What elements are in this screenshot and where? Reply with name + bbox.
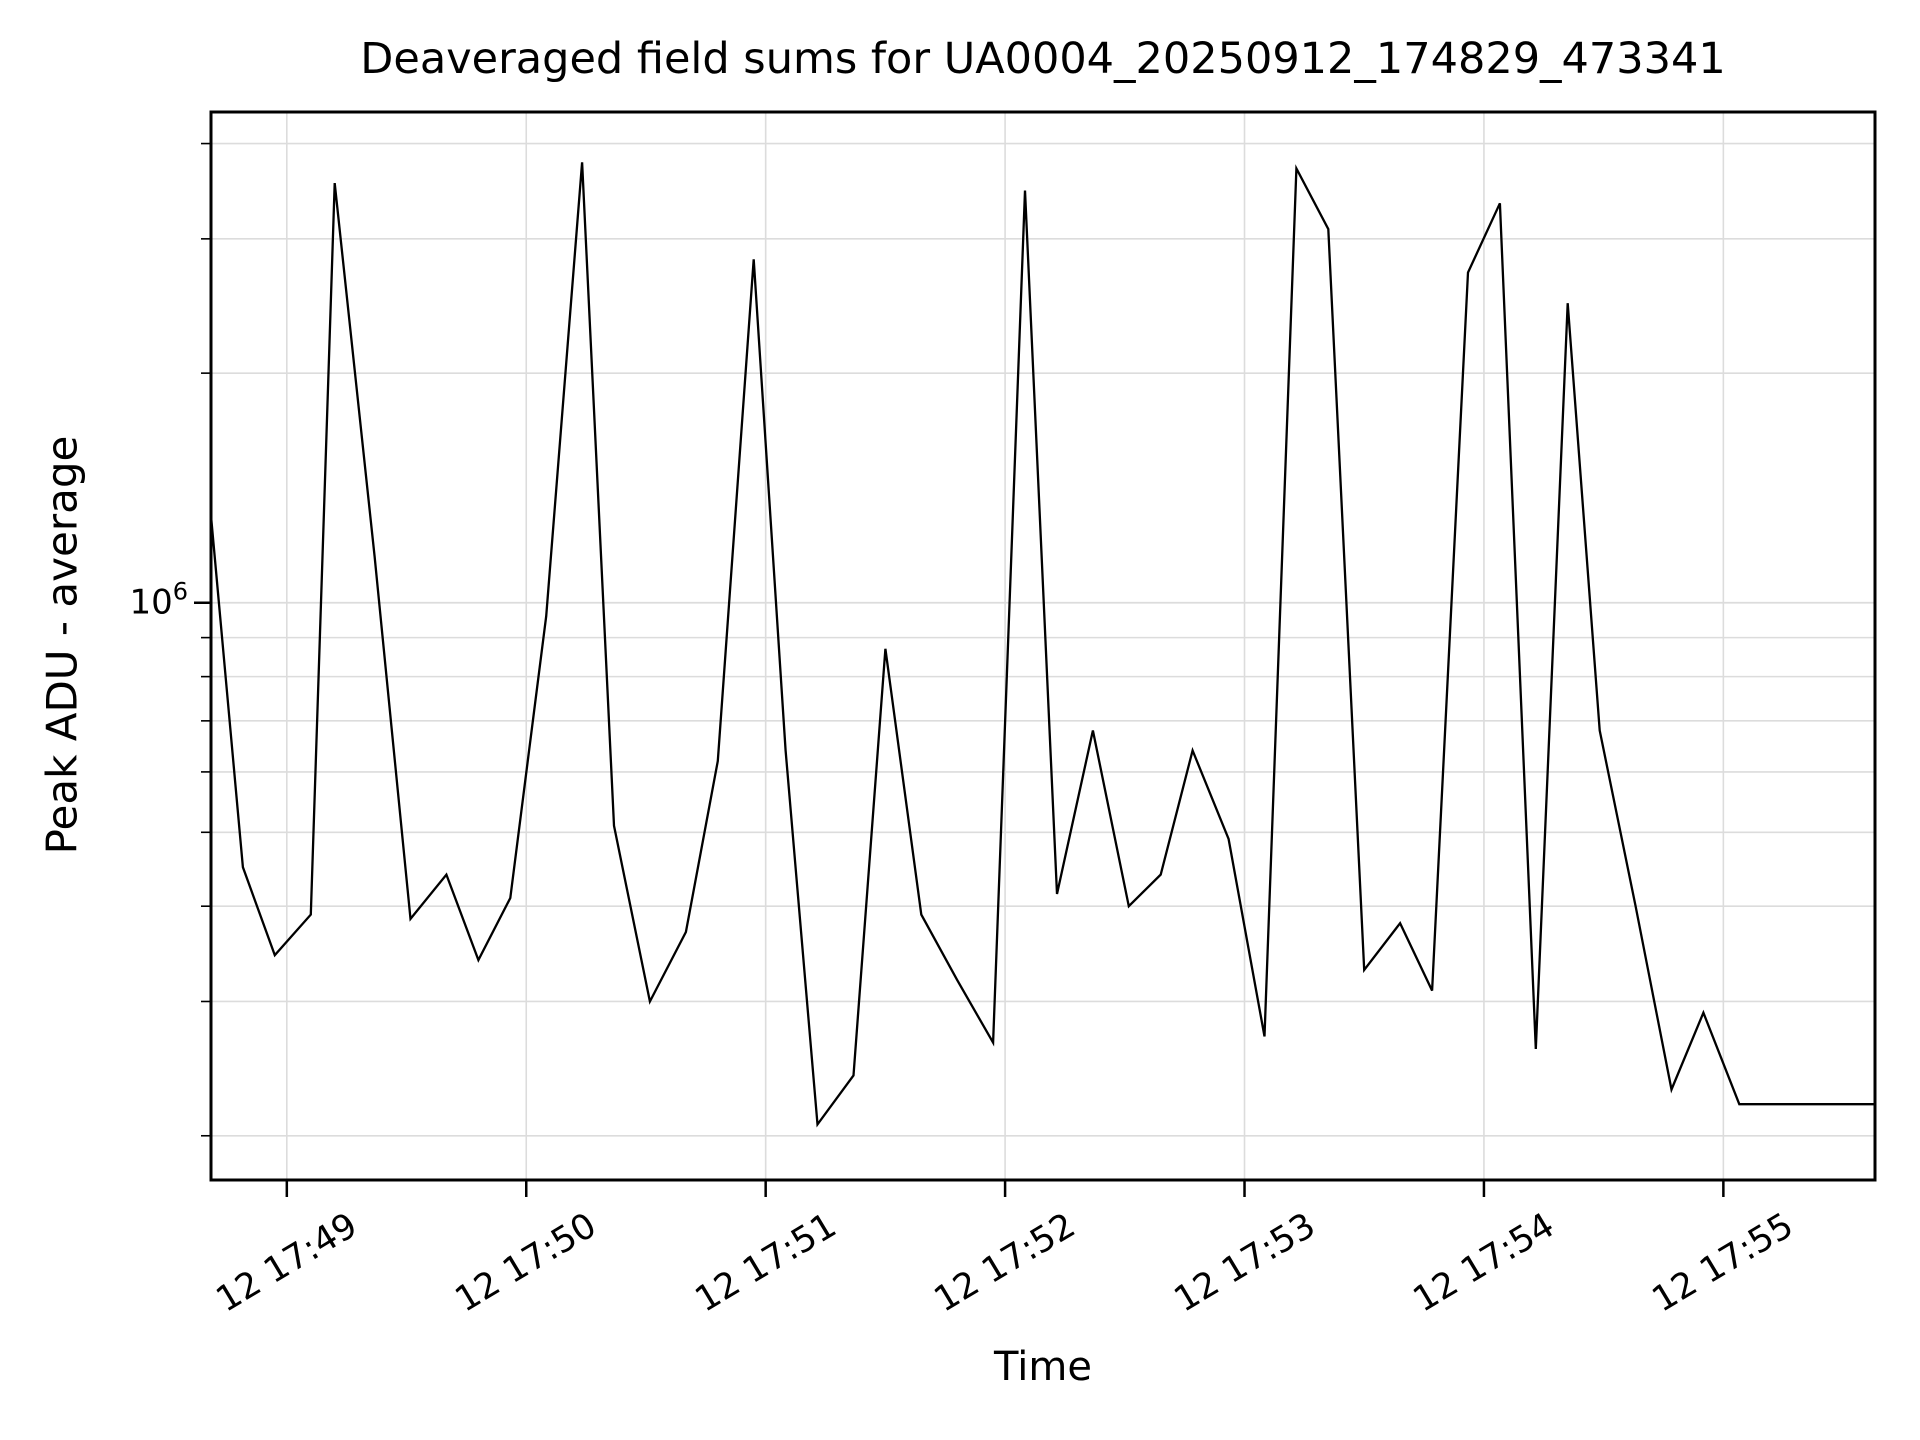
- data-line: [209, 162, 1875, 1128]
- y-axis-label: Peak ADU - average: [37, 435, 87, 855]
- gridlines: [211, 112, 1875, 1180]
- y-tick-exponent: 6: [172, 576, 188, 605]
- y-tick-base: 10: [129, 582, 173, 623]
- data-series: [209, 162, 1875, 1128]
- y-tick-label: 106: [129, 576, 188, 623]
- chart-title: Deaveraged field sums for UA0004_2025091…: [360, 34, 1726, 84]
- tick-marks: [194, 142, 1725, 1197]
- x-axis-label: Time: [994, 1344, 1092, 1390]
- plot-frame: [209, 110, 1877, 1182]
